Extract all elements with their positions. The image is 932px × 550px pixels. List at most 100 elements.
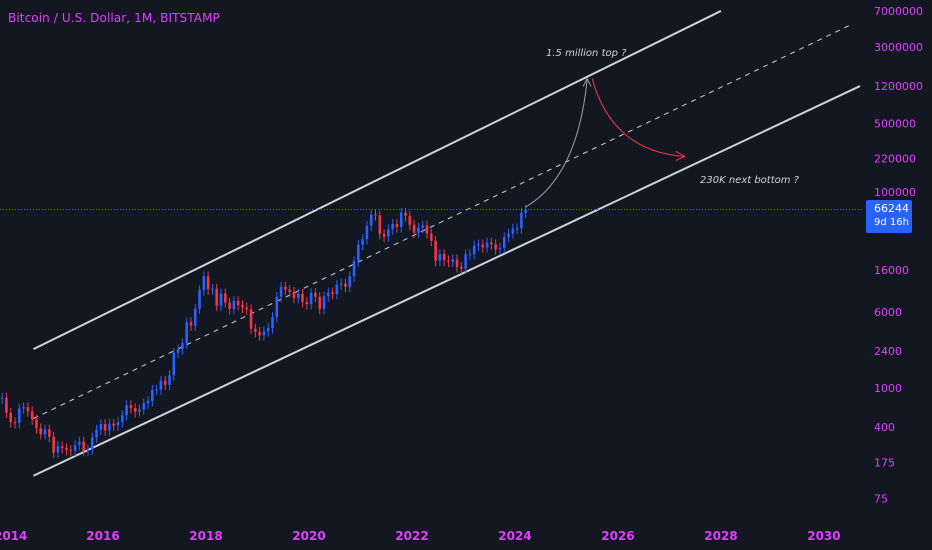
y-axis: 75 175 400 1000 2400 6000 16000 100000 220000 500… — [874, 5, 923, 506]
candle-body — [494, 244, 497, 250]
candle-body — [361, 239, 364, 245]
candle-body — [211, 288, 214, 290]
candle — [185, 317, 188, 349]
candle-body — [155, 389, 158, 391]
candle — [103, 419, 107, 436]
candle — [335, 279, 339, 300]
candle-body — [425, 225, 429, 234]
candle-body — [224, 293, 227, 303]
channel-middle-line — [33, 24, 850, 419]
candle — [391, 219, 394, 235]
candle — [460, 262, 463, 275]
candle — [472, 240, 476, 260]
candle — [374, 209, 377, 221]
y-tick-label: 1000 — [874, 382, 902, 395]
candle-body — [314, 292, 317, 297]
candle — [146, 396, 150, 409]
candle — [176, 344, 180, 359]
candle-body — [116, 422, 120, 426]
candle — [288, 284, 291, 298]
candle — [22, 402, 25, 414]
candle — [69, 445, 73, 457]
candle — [82, 436, 85, 457]
candle — [421, 220, 424, 234]
candle — [438, 249, 442, 267]
candle-body — [460, 266, 463, 269]
candle — [515, 223, 519, 235]
candle-body — [442, 254, 446, 261]
candle-body — [146, 400, 150, 404]
candle-body — [490, 242, 493, 245]
candle — [344, 278, 347, 293]
candle — [133, 403, 137, 418]
candle — [382, 229, 386, 243]
candle — [129, 400, 133, 414]
candle — [468, 249, 472, 260]
candle — [318, 291, 321, 315]
candle-body — [206, 276, 210, 290]
candle-body — [13, 422, 17, 424]
candle — [18, 403, 21, 429]
candle — [86, 444, 90, 457]
candle — [52, 431, 55, 459]
candle — [163, 375, 167, 391]
candle-body — [468, 254, 472, 256]
candle — [399, 207, 403, 233]
x-tick-label: 2016 — [86, 529, 119, 543]
candle-body — [507, 233, 510, 238]
candle-body — [348, 276, 352, 287]
candle-body — [387, 229, 390, 237]
candle-body — [133, 408, 137, 412]
candle-body — [121, 415, 124, 423]
candle — [266, 323, 270, 337]
candle — [477, 239, 480, 251]
y-tick-label: 100000 — [874, 186, 916, 199]
candle — [417, 222, 420, 239]
candle — [357, 239, 360, 267]
candle-body — [52, 436, 55, 453]
candle — [361, 234, 364, 251]
candle — [412, 220, 416, 239]
candle-body — [266, 328, 270, 332]
candle-body — [90, 437, 94, 450]
candle — [189, 317, 193, 332]
candle — [447, 255, 450, 268]
candle-body — [331, 292, 334, 294]
y-tick-label: 16000 — [874, 264, 909, 277]
candle-body — [142, 403, 146, 410]
candle-body — [309, 292, 313, 305]
candle-body — [374, 214, 377, 216]
candle — [425, 220, 429, 239]
candle-body — [151, 389, 154, 401]
candle-body — [322, 296, 326, 309]
candle — [48, 424, 51, 443]
bar-countdown: 9d 16h — [874, 217, 909, 228]
candle — [211, 283, 214, 295]
channel-upper-line — [33, 10, 722, 350]
candle-body — [0, 397, 4, 399]
candle-body — [485, 242, 489, 248]
candle-body — [48, 429, 51, 437]
candle — [90, 432, 94, 455]
candle — [112, 418, 116, 432]
candle — [507, 228, 510, 243]
candle-body — [344, 283, 347, 287]
candle — [309, 288, 313, 310]
candle — [296, 288, 300, 304]
projection-arrows — [525, 77, 687, 208]
candle — [275, 291, 279, 323]
candle — [219, 288, 223, 312]
annotation-bottom: 230K next bottom ? — [700, 175, 800, 186]
candle-body — [284, 286, 287, 290]
candle-body — [391, 224, 394, 230]
candle-body — [464, 254, 467, 269]
candle — [271, 312, 274, 334]
candle-body — [9, 412, 13, 423]
candle-body — [202, 276, 206, 291]
candle-body — [352, 261, 356, 277]
candle — [365, 220, 369, 245]
candle-body — [215, 288, 219, 306]
candle-body — [408, 215, 412, 225]
candle — [292, 286, 296, 304]
